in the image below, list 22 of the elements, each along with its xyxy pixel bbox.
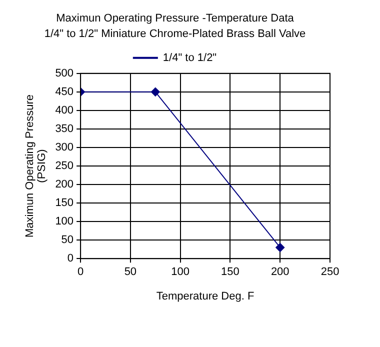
y-tick-label: 350 — [55, 122, 74, 135]
x-tick-label: 100 — [171, 266, 190, 278]
y-tick-label: 0 — [67, 252, 74, 265]
y-tick-label: 50 — [61, 234, 74, 246]
y-tick-label: 200 — [55, 178, 74, 191]
y-axis-title: Maximun Operating Pressure (PSIG) — [24, 94, 48, 238]
y-tick-label: 500 — [55, 67, 74, 80]
x-tick-label: 0 — [77, 266, 84, 278]
chart-subtitle: 1/4" to 1/2" Miniature Chrome-Plated Brass Ball Valve — [44, 28, 306, 40]
x-tick-label: 200 — [270, 266, 290, 278]
y-tick-label: 300 — [55, 142, 74, 154]
x-tick-label: 50 — [124, 266, 137, 278]
chart-title: Maximun Operating Pressure -Temperature Data — [56, 12, 295, 25]
x-axis-title: Temperature Deg. F — [156, 290, 254, 302]
y-tick-label: 150 — [55, 197, 74, 210]
y-tick-label: 450 — [55, 86, 74, 98]
y-tick-label: 100 — [55, 216, 74, 228]
y-tick-label: 400 — [55, 104, 74, 116]
x-tick-label: 150 — [221, 266, 240, 278]
x-tick-label: 250 — [320, 266, 340, 278]
legend-label: 1/4" to 1/2" — [162, 52, 217, 64]
y-tick-label: 250 — [55, 160, 74, 172]
